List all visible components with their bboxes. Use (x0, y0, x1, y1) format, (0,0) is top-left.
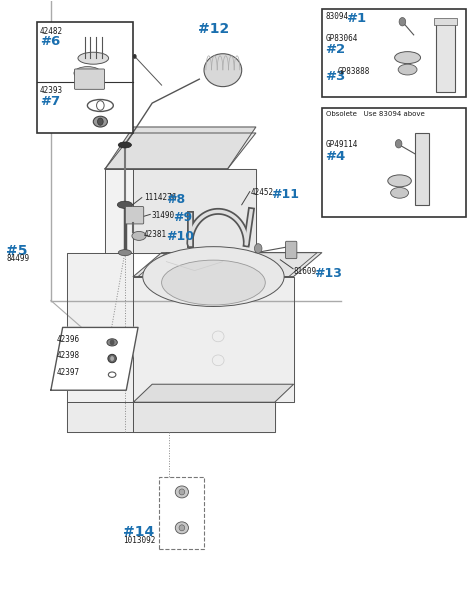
Ellipse shape (117, 201, 132, 209)
Text: GP83064: GP83064 (326, 34, 358, 43)
Text: 42482: 42482 (40, 26, 63, 35)
Ellipse shape (175, 522, 189, 534)
Text: #11: #11 (271, 188, 299, 201)
Text: Obsolete   Use 83094 above: Obsolete Use 83094 above (326, 111, 424, 117)
Polygon shape (67, 252, 133, 402)
Bar (322, 108, 465, 217)
Text: 42397: 42397 (57, 367, 80, 376)
Ellipse shape (108, 355, 117, 363)
Ellipse shape (179, 525, 185, 531)
Bar (436, 22, 455, 93)
Text: #5: #5 (6, 243, 27, 258)
Ellipse shape (107, 339, 117, 346)
Text: #6: #6 (40, 35, 60, 48)
Text: #14: #14 (123, 525, 154, 540)
Text: 83094: 83094 (326, 12, 349, 21)
Text: #10: #10 (166, 230, 194, 243)
Circle shape (98, 118, 103, 125)
Ellipse shape (175, 486, 189, 498)
Ellipse shape (398, 64, 417, 75)
Text: #3: #3 (326, 70, 346, 82)
Ellipse shape (391, 188, 409, 198)
Circle shape (110, 356, 114, 361)
Text: #2: #2 (326, 43, 346, 56)
Ellipse shape (74, 67, 101, 80)
FancyBboxPatch shape (285, 241, 297, 258)
Text: 31490: 31490 (151, 211, 174, 220)
Text: #12: #12 (198, 22, 229, 36)
Circle shape (255, 243, 262, 253)
FancyBboxPatch shape (125, 207, 144, 224)
Polygon shape (105, 169, 133, 252)
Bar (415, 133, 429, 205)
Text: #7: #7 (40, 96, 60, 108)
Bar (322, 8, 465, 97)
Ellipse shape (204, 53, 242, 87)
Text: GP83888: GP83888 (337, 67, 370, 76)
Text: 1114276: 1114276 (144, 193, 176, 202)
Circle shape (133, 54, 137, 59)
Polygon shape (138, 252, 317, 276)
Polygon shape (133, 169, 256, 252)
Circle shape (399, 17, 406, 26)
Ellipse shape (118, 142, 131, 148)
Text: 81609: 81609 (293, 267, 317, 276)
Text: #8: #8 (166, 193, 185, 206)
Ellipse shape (78, 52, 109, 64)
Text: #9: #9 (173, 211, 192, 224)
Ellipse shape (118, 249, 131, 255)
Text: 42396: 42396 (57, 335, 80, 344)
Bar (36, 22, 133, 133)
Bar (434, 18, 456, 25)
Ellipse shape (395, 52, 420, 64)
Ellipse shape (162, 260, 265, 305)
Circle shape (110, 340, 115, 346)
Ellipse shape (132, 231, 146, 240)
Ellipse shape (93, 116, 108, 127)
Text: 42381: 42381 (144, 230, 167, 239)
Bar (159, 477, 204, 549)
Polygon shape (105, 133, 256, 169)
Text: #13: #13 (314, 267, 342, 280)
Polygon shape (51, 328, 138, 390)
Ellipse shape (143, 246, 284, 307)
Circle shape (97, 101, 104, 110)
Polygon shape (133, 384, 293, 402)
Text: 42452: 42452 (250, 188, 273, 197)
Text: 84499: 84499 (6, 254, 29, 263)
Text: 42393: 42393 (40, 87, 63, 96)
Polygon shape (67, 402, 133, 432)
Text: GP49114: GP49114 (326, 140, 358, 149)
Ellipse shape (179, 489, 185, 495)
Ellipse shape (388, 175, 411, 187)
Text: #1: #1 (346, 12, 366, 25)
Polygon shape (133, 276, 293, 402)
Text: 1013092: 1013092 (123, 535, 155, 545)
Text: #4: #4 (326, 150, 346, 163)
FancyBboxPatch shape (74, 69, 105, 90)
Polygon shape (105, 127, 256, 169)
Text: 42398: 42398 (57, 352, 80, 361)
Circle shape (395, 139, 402, 148)
Polygon shape (133, 252, 322, 276)
Polygon shape (133, 402, 275, 432)
